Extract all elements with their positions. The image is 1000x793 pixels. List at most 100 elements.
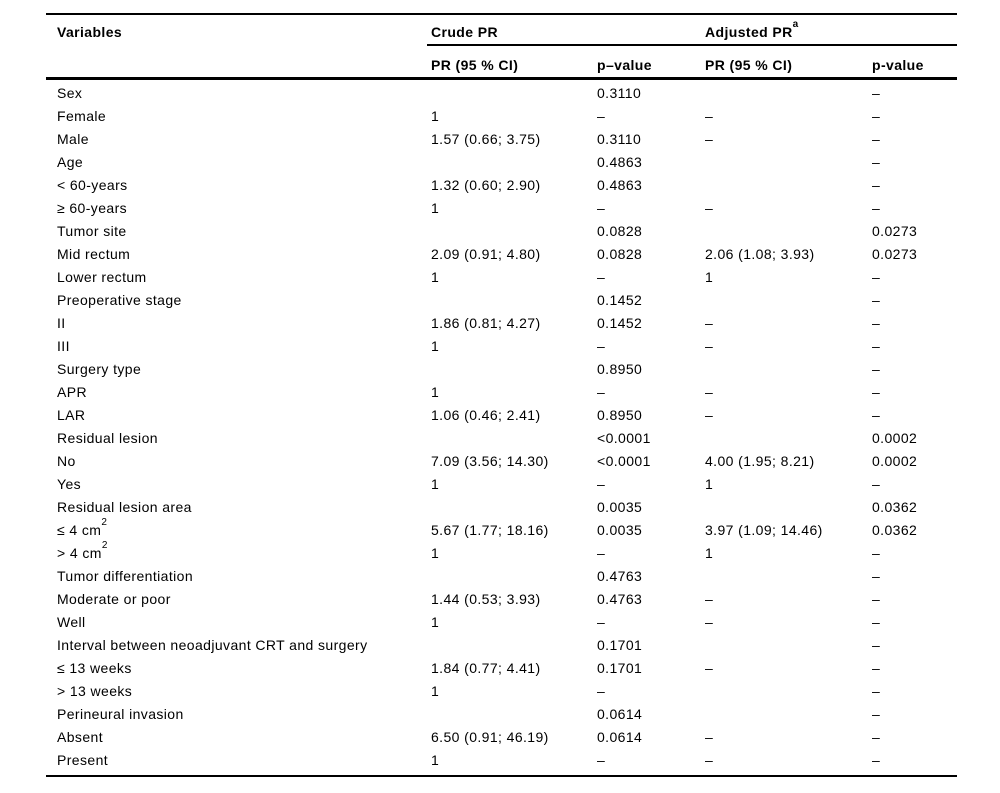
cell-adjusted-pvalue: 0.0273 [872, 223, 918, 239]
cell-adjusted-pr: – [705, 752, 714, 768]
cell-crude-pr: 7.09 (3.56; 14.30) [431, 453, 549, 469]
row-label-text: Surgery type [57, 361, 142, 377]
cell-adjusted-pvalue: – [872, 269, 881, 285]
row-label-text: > 13 weeks [57, 683, 133, 699]
cell-adjusted-pr: 3.97 (1.09; 14.46) [705, 522, 823, 538]
cell-adjusted-pvalue: – [872, 315, 881, 331]
cell-crude-pvalue: 0.4863 [597, 177, 643, 193]
table-row: Surgery type 0.8950 – [46, 358, 957, 381]
row-label-text: II [57, 315, 66, 331]
cell-adjusted-pr: 4.00 (1.95; 8.21) [705, 453, 815, 469]
table-bottom-rule [46, 775, 957, 777]
cell-adjusted-pvalue: – [872, 131, 881, 147]
group-header-adjusted-pr: Adjusted PRa [705, 19, 799, 44]
table-row: Age 0.4863 – [46, 151, 957, 174]
table-row: II 1.86 (0.81; 4.27) 0.1452 – – [46, 312, 957, 335]
row-label-text: Yes [57, 476, 82, 492]
row-label-text: Moderate or poor [57, 591, 171, 607]
row-label: ≤ 4 cm2 [57, 518, 107, 542]
table-row: Mid rectum 2.09 (0.91; 4.80) 0.0828 2.06… [46, 243, 957, 266]
cell-crude-pvalue: – [597, 545, 606, 561]
cell-crude-pvalue: – [597, 752, 606, 768]
cell-adjusted-pr: – [705, 614, 714, 630]
table-row: Present 1 – – – [46, 749, 957, 772]
row-label-text: ≤ 4 cm [57, 522, 102, 538]
cell-adjusted-pvalue: – [872, 660, 881, 676]
row-label: Tumor differentiation [57, 565, 193, 588]
row-label-text: ≥ 60-years [57, 200, 128, 216]
table-row: Perineural invasion 0.0614 – [46, 703, 957, 726]
cell-adjusted-pvalue: – [872, 407, 881, 423]
cell-adjusted-pvalue: – [872, 384, 881, 400]
cell-crude-pvalue: – [597, 614, 606, 630]
cell-crude-pvalue: <0.0001 [597, 430, 651, 446]
row-label-text: > 4 cm [57, 545, 102, 561]
row-label: Perineural invasion [57, 703, 184, 726]
cell-adjusted-pvalue: – [872, 614, 881, 630]
row-label-text: Mid rectum [57, 246, 131, 262]
row-label: II [57, 312, 66, 335]
row-label-text: APR [57, 384, 87, 400]
cell-crude-pr: 1.06 (0.46; 2.41) [431, 407, 541, 423]
cell-crude-pvalue: 0.0035 [597, 522, 643, 538]
column-header-adjusted-pr-ci: PR (95 % CI) [705, 57, 793, 73]
row-label: Interval between neoadjuvant CRT and sur… [57, 634, 368, 657]
cell-crude-pvalue: 0.1701 [597, 660, 643, 676]
cell-adjusted-pr: – [705, 108, 714, 124]
row-label: > 4 cm2 [57, 540, 108, 565]
row-label-text: Preoperative stage [57, 292, 182, 308]
row-label: Mid rectum [57, 243, 130, 266]
footnote-marker-a: a [792, 19, 799, 31]
cell-crude-pr: 2.09 (0.91; 4.80) [431, 246, 541, 262]
row-label-text: < 60-years [57, 177, 128, 193]
cell-adjusted-pr: 2.06 (1.08; 3.93) [705, 246, 815, 262]
cell-crude-pvalue: – [597, 384, 606, 400]
group-header-adjusted-pr-text: Adjusted PR [705, 24, 793, 40]
row-label: Moderate or poor [57, 588, 171, 611]
cell-adjusted-pvalue: – [872, 706, 881, 722]
cell-crude-pvalue: 0.1452 [597, 315, 643, 331]
cell-adjusted-pr: 1 [705, 545, 714, 561]
table-row: No 7.09 (3.56; 14.30) <0.0001 4.00 (1.95… [46, 450, 957, 473]
cell-adjusted-pvalue: – [872, 85, 881, 101]
table-row: ≤ 13 weeks 1.84 (0.77; 4.41) 0.1701 – – [46, 657, 957, 680]
cell-adjusted-pr: – [705, 591, 714, 607]
row-label-text: No [57, 453, 76, 469]
table-row: Well 1 – – – [46, 611, 957, 634]
cell-crude-pr: 6.50 (0.91; 46.19) [431, 729, 549, 745]
group-header-crude-pr: Crude PR [431, 24, 498, 40]
row-label-text: Perineural invasion [57, 706, 184, 722]
cell-adjusted-pr: – [705, 338, 714, 354]
table-row: Moderate or poor 1.44 (0.53; 3.93) 0.476… [46, 588, 957, 611]
cell-adjusted-pr: – [705, 315, 714, 331]
cell-crude-pvalue: 0.0828 [597, 223, 643, 239]
row-label: Preoperative stage [57, 289, 182, 312]
row-label: APR [57, 381, 87, 404]
cell-adjusted-pvalue: – [872, 545, 881, 561]
header-bottom-rule [46, 77, 957, 80]
table-top-rule [46, 13, 957, 15]
row-label: Absent [57, 726, 103, 749]
table-row: > 13 weeks 1 – – [46, 680, 957, 703]
row-label-superscript: 2 [101, 540, 108, 552]
table-row: Residual lesion area 0.0035 0.0362 [46, 496, 957, 519]
cell-adjusted-pr: – [705, 384, 714, 400]
row-label-text: Lower rectum [57, 269, 147, 285]
cell-crude-pvalue: 0.0614 [597, 729, 643, 745]
row-label: Well [57, 611, 86, 634]
table-row: APR 1 – – – [46, 381, 957, 404]
cell-adjusted-pvalue: – [872, 568, 881, 584]
row-label-text: Residual lesion [57, 430, 158, 446]
cell-adjusted-pvalue: – [872, 752, 881, 768]
cell-crude-pr: 1 [431, 545, 440, 561]
row-label-text: Female [57, 108, 107, 124]
cell-adjusted-pvalue: – [872, 338, 881, 354]
cell-crude-pvalue: – [597, 108, 606, 124]
row-label: Sex [57, 82, 82, 105]
table-row: Absent 6.50 (0.91; 46.19) 0.0614 – – [46, 726, 957, 749]
table-row: Female 1 – – – [46, 105, 957, 128]
row-label-text: LAR [57, 407, 86, 423]
cell-crude-pvalue: 0.4863 [597, 154, 643, 170]
table-row: ≤ 4 cm2 5.67 (1.77; 18.16) 0.0035 3.97 (… [46, 518, 957, 542]
cell-adjusted-pvalue: 0.0362 [872, 499, 918, 515]
